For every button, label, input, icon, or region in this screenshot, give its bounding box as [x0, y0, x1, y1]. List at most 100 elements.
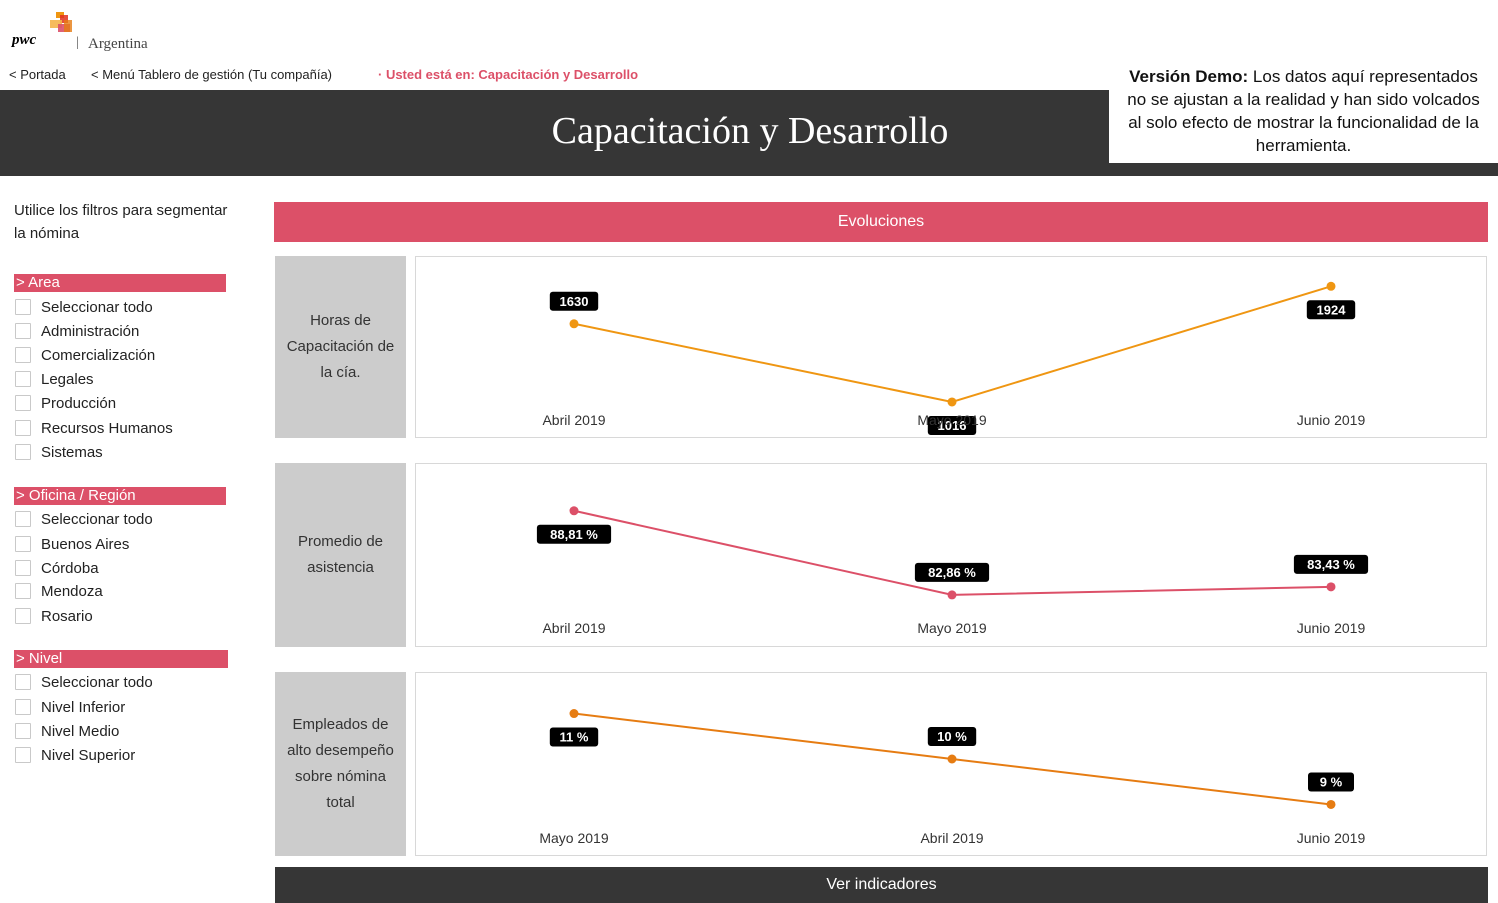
- chart-alto-desempeno: 11 % Mayo 2019 10 % Abril 2019 9 % Junio 2019: [415, 672, 1487, 856]
- checkbox[interactable]: [15, 560, 31, 576]
- checkbox[interactable]: [15, 747, 31, 763]
- filter-oficina-buenos-aires[interactable]: Buenos Aires: [15, 533, 129, 555]
- filter-area-sistemas[interactable]: Sistemas: [15, 441, 103, 463]
- checkbox[interactable]: [15, 299, 31, 315]
- checkbox[interactable]: [15, 395, 31, 411]
- filter-item-label: Nivel Superior: [41, 746, 136, 764]
- x-tick-label: Mayo 2019: [917, 620, 986, 636]
- data-label: 1630: [549, 291, 599, 311]
- filter-item-label: Buenos Aires: [41, 535, 130, 553]
- filter-area-select-all[interactable]: Seleccionar todo: [15, 296, 153, 318]
- filter-item-label: Córdoba: [41, 559, 99, 577]
- checkbox[interactable]: [15, 608, 31, 624]
- filter-area-administracion[interactable]: Administración: [15, 320, 139, 342]
- svg-text:11 %: 11 %: [560, 730, 589, 745]
- filter-oficina-mendoza[interactable]: Mendoza: [15, 580, 103, 602]
- filter-item-label: Seleccionar todo: [41, 510, 153, 528]
- filter-oficina-cordoba[interactable]: Córdoba: [15, 557, 99, 579]
- data-label: 9 %: [1308, 772, 1354, 792]
- filter-oficina-select-all[interactable]: Seleccionar todo: [15, 508, 153, 530]
- filter-group-oficina-title[interactable]: > Oficina / Región: [14, 487, 226, 505]
- data-point: [947, 754, 957, 764]
- checkbox[interactable]: [15, 699, 31, 715]
- checkbox[interactable]: [15, 723, 31, 739]
- filter-item-label: Producción: [41, 394, 117, 412]
- filter-item-label: Nivel Inferior: [41, 698, 126, 716]
- svg-text:1016: 1016: [938, 418, 967, 433]
- logo-country: Argentina: [88, 36, 148, 52]
- data-point: [1326, 281, 1336, 291]
- x-tick-label: Abril 2019: [920, 830, 983, 846]
- data-label: 1016: [927, 415, 977, 435]
- chart-horas-capacitacion: 1630 Abril 2019 1016 Mayo 2019 1924 Junio 201…: [415, 256, 1487, 438]
- logo-separator: |: [76, 35, 79, 50]
- series-line: [573, 509, 1332, 596]
- x-tick-label: Junio 2019: [1297, 412, 1366, 428]
- pwc-logo-mark-icon: [50, 12, 72, 32]
- checkbox[interactable]: [15, 511, 31, 527]
- chart-desempeno-svg: 11 % Mayo 2019 10 % Abril 2019 9 % Junio 2019: [539, 709, 1365, 846]
- filter-area-recursos-humanos[interactable]: Recursos Humanos: [15, 417, 173, 439]
- data-label: 1924: [1306, 300, 1356, 320]
- checkbox[interactable]: [15, 536, 31, 552]
- svg-text:82,86 %: 82,86 %: [928, 565, 976, 580]
- checkbox[interactable]: [15, 674, 31, 690]
- current-location: · Usted está en: Capacitación y Desarrol…: [378, 67, 639, 82]
- filter-group-area-title[interactable]: > Area: [14, 274, 226, 292]
- filter-item-label: Seleccionar todo: [41, 673, 153, 691]
- ver-indicadores-button[interactable]: Ver indicadores: [275, 867, 1488, 903]
- pwc-logo[interactable]: pwc | Argentina: [12, 12, 152, 54]
- filter-nivel-select-all[interactable]: Seleccionar todo: [15, 671, 153, 693]
- data-point: [947, 397, 957, 407]
- nav-portada-link[interactable]: < Portada: [9, 67, 66, 82]
- nav-menu-link[interactable]: < Menú Tablero de gestión (Tu compañía): [91, 67, 333, 82]
- filter-area-comercializacion[interactable]: Comercialización: [15, 344, 155, 366]
- svg-text:83,43 %: 83,43 %: [1307, 557, 1355, 572]
- filter-nivel-medio[interactable]: Nivel Medio: [15, 720, 119, 742]
- checkbox[interactable]: [15, 583, 31, 599]
- data-point: [569, 319, 579, 329]
- filter-intro: Utilice los filtros para segmentar la nó…: [14, 202, 228, 242]
- svg-text:88,81 %: 88,81 %: [550, 527, 598, 542]
- filter-nivel-superior[interactable]: Nivel Superior: [15, 744, 135, 766]
- checkbox[interactable]: [15, 371, 31, 387]
- filter-item-label: Rosario: [41, 607, 93, 625]
- svg-text:10 %: 10 %: [937, 729, 967, 744]
- svg-text:1630: 1630: [560, 294, 589, 309]
- kpi-label-horas: Horas de Capacitación de la cía.: [275, 256, 406, 438]
- x-tick-label: Abril 2019: [542, 412, 605, 428]
- data-label: 82,86 %: [914, 562, 990, 582]
- data-label: 11 %: [549, 727, 599, 747]
- checkbox[interactable]: [15, 347, 31, 363]
- chart-promedio-asistencia: 88,81 % Abril 2019 82,86 % Mayo 2019 83,43 %…: [415, 463, 1487, 647]
- filter-nivel-inferior[interactable]: Nivel Inferior: [15, 696, 125, 718]
- checkbox[interactable]: [15, 444, 31, 460]
- page-title: Capacitación y Desarrollo: [551, 110, 949, 152]
- data-point: [569, 709, 579, 719]
- filter-oficina-rosario[interactable]: Rosario: [15, 605, 93, 627]
- x-tick-label: Mayo 2019: [539, 830, 608, 846]
- data-point: [1326, 799, 1336, 809]
- filter-area-produccion[interactable]: Producción: [15, 392, 116, 414]
- series-line: [573, 285, 1332, 403]
- filter-area-legales[interactable]: Legales: [15, 368, 94, 390]
- x-tick-label: Junio 2019: [1297, 620, 1366, 636]
- data-point: [1326, 582, 1336, 592]
- checkbox[interactable]: [15, 420, 31, 436]
- demo-notice: Versión Demo: Los datos aquí representad…: [1109, 60, 1498, 163]
- x-tick-label: Mayo 2019: [917, 412, 986, 428]
- chart-asistencia-svg: 88,81 % Abril 2019 82,86 % Mayo 2019 83,43 %…: [536, 506, 1369, 636]
- filter-group-nivel-title[interactable]: > Nivel: [14, 650, 228, 668]
- filter-item-label: Seleccionar todo: [41, 298, 153, 316]
- demo-notice-text: Los datos aquí representados no se ajust…: [1127, 67, 1480, 155]
- filter-item-label: Mendoza: [41, 582, 103, 600]
- kpi-label-alto-desempeno: Empleados de alto desempeño sobre nómina…: [275, 672, 406, 856]
- data-label: 83,43 %: [1293, 554, 1369, 574]
- filter-item-label: Administración: [41, 322, 140, 340]
- filter-item-label: Nivel Medio: [41, 722, 120, 740]
- checkbox[interactable]: [15, 323, 31, 339]
- data-label: 10 %: [927, 727, 977, 746]
- filter-item-label: Comercialización: [41, 346, 156, 364]
- data-label: 88,81 %: [536, 524, 612, 544]
